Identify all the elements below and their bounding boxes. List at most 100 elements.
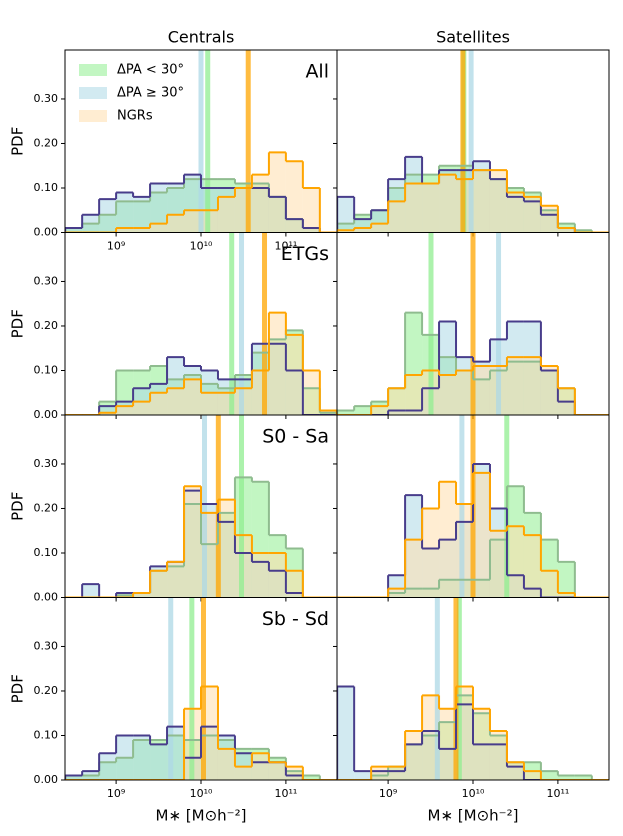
bar	[354, 406, 372, 415]
median-line	[239, 415, 245, 598]
bar	[285, 161, 303, 233]
panel: 10⁹ 10¹⁰ 10¹¹ M∗ [M⊙h⁻²]	[333, 597, 610, 825]
y-tick-label: 0.20	[34, 136, 59, 149]
bar	[439, 708, 457, 780]
bar	[268, 762, 286, 780]
median-line	[202, 415, 208, 598]
y-tick-label: 0.20	[34, 684, 59, 697]
bar	[285, 766, 303, 780]
panel-label: All	[305, 61, 329, 83]
bar	[337, 686, 355, 780]
bar	[302, 775, 320, 780]
legend-swatch	[79, 64, 107, 76]
bar	[234, 766, 252, 780]
y-tick-label: 0.00	[34, 408, 59, 421]
bar	[167, 214, 185, 233]
y-tick-label: 0.10	[34, 181, 59, 194]
median-line	[470, 232, 476, 415]
bar	[65, 775, 83, 780]
bar	[574, 230, 592, 233]
bar	[371, 223, 389, 233]
x-tick-label: 10⁹	[107, 240, 125, 253]
bar	[268, 152, 286, 233]
bar	[523, 196, 541, 233]
bar	[99, 412, 117, 415]
y-tick-label: 0.30	[34, 92, 59, 105]
bar	[371, 406, 389, 415]
bar	[456, 504, 473, 598]
bar	[167, 388, 185, 415]
bar	[489, 530, 507, 598]
x-tick-label: 10¹¹	[274, 240, 297, 253]
median-line	[496, 232, 502, 415]
bar	[557, 593, 575, 598]
bar	[422, 183, 440, 233]
bar	[405, 374, 423, 415]
bar	[506, 762, 524, 780]
panel: 0.00 0.10 0.20 0.30 S0 - Sa PDF	[9, 414, 338, 604]
bar	[489, 170, 507, 233]
plot-area	[337, 597, 609, 780]
panel: 0.00 0.10 0.20 0.30 10⁹ 10¹⁰ 10¹¹ Sb - Sd PDF M∗ …	[9, 597, 338, 825]
bar	[557, 228, 575, 233]
x-tick-label: 10¹⁰	[190, 240, 213, 253]
y-axis-label: PDF	[9, 309, 27, 338]
panel	[333, 232, 610, 419]
bar	[354, 771, 372, 780]
bar	[82, 584, 100, 598]
bar	[133, 593, 151, 598]
legend-label: ΔPA < 30°	[117, 63, 184, 78]
bar	[99, 406, 117, 415]
legend-label: NGRs	[117, 109, 153, 124]
y-tick-label: 0.10	[34, 728, 59, 741]
median-line	[205, 50, 211, 233]
median-line	[200, 597, 206, 780]
median-line	[189, 597, 195, 780]
y-tick-label: 0.00	[34, 226, 59, 239]
y-tick-label: 0.30	[34, 457, 59, 470]
bar	[99, 753, 117, 780]
bar	[540, 771, 558, 780]
bar	[439, 374, 457, 415]
bar	[133, 735, 151, 780]
median-line	[434, 597, 440, 780]
x-axis-label: M∗ [M⊙h⁻²]	[156, 807, 247, 825]
column-title: Centrals	[168, 28, 235, 47]
median-line	[459, 415, 465, 598]
y-tick-label: 0.10	[34, 546, 59, 559]
bar	[150, 744, 168, 780]
plot-area	[65, 232, 337, 415]
bar	[285, 334, 303, 415]
bar	[405, 539, 423, 598]
median-line	[245, 50, 251, 233]
bar	[388, 766, 406, 780]
bar	[65, 228, 83, 233]
bar	[116, 406, 134, 415]
x-tick-label: 10⁹	[379, 787, 397, 800]
bar	[388, 388, 406, 415]
median-line	[229, 232, 235, 415]
x-axis-label: M∗ [M⊙h⁻²]	[428, 807, 519, 825]
y-tick-label: 0.20	[34, 319, 59, 332]
bar	[217, 499, 235, 598]
bar	[337, 196, 355, 233]
x-tick-label: 10¹⁰	[190, 787, 213, 800]
bar	[167, 561, 185, 598]
legend-label: ΔPA ≥ 30°	[117, 86, 184, 101]
bar	[116, 192, 134, 233]
bar	[251, 552, 269, 598]
bar	[217, 196, 235, 233]
bar	[540, 366, 558, 415]
bar	[133, 228, 151, 233]
bar	[302, 187, 320, 233]
median-line	[468, 50, 474, 233]
bar	[133, 196, 151, 233]
bar	[439, 174, 457, 233]
legend-swatch	[79, 110, 107, 122]
panel-label: ETGs	[281, 243, 329, 265]
bar	[540, 570, 558, 598]
column-title: Satellites	[436, 28, 510, 47]
bar	[523, 535, 541, 598]
bar	[150, 223, 168, 233]
